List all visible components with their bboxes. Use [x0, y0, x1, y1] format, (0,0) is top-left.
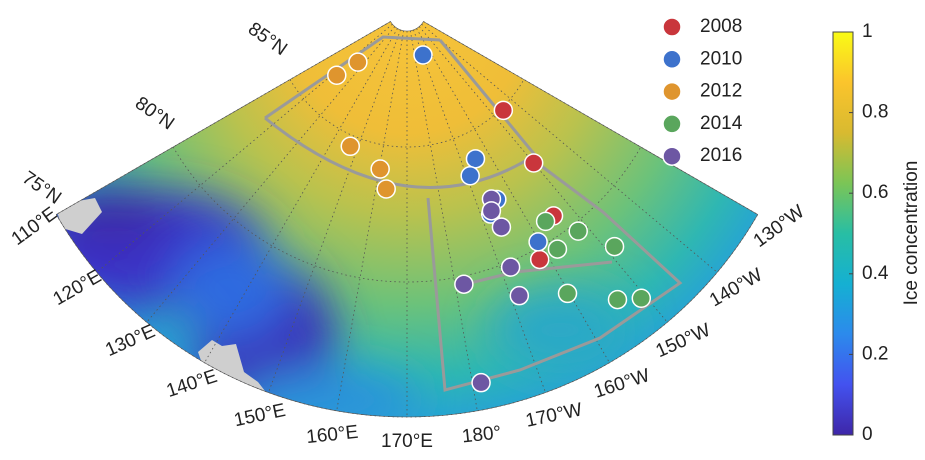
station	[547, 239, 568, 259]
station	[607, 289, 628, 310]
parallel	[289, 79, 525, 148]
legend-label: 2016	[700, 145, 742, 166]
colorbar-tick-label: 1	[862, 21, 873, 42]
station	[529, 249, 550, 270]
station	[528, 232, 548, 252]
legend-label: 2012	[700, 81, 742, 102]
station	[500, 257, 521, 277]
blob	[170, 240, 290, 340]
legend: 2008 2010 2012 2014 2016	[662, 16, 743, 166]
meridian	[268, 29, 401, 393]
colorbar-tick-label: 0.4	[862, 263, 889, 284]
box-outline	[426, 163, 683, 392]
colorbar-tick-label: 0.6	[862, 182, 888, 203]
meridian	[146, 26, 396, 323]
station	[413, 45, 433, 65]
station	[348, 52, 368, 72]
land	[198, 340, 272, 400]
longitude-label: 160°E	[305, 422, 359, 448]
meridian	[416, 28, 610, 363]
station	[491, 217, 512, 237]
box-outline	[264, 39, 538, 189]
station	[631, 288, 652, 308]
legend-marker	[662, 81, 682, 102]
colorbar-label: Ice concentration	[901, 161, 922, 306]
legend-marker	[662, 146, 682, 166]
ice-field	[56, 21, 758, 418]
meridian	[413, 29, 546, 393]
station	[493, 100, 514, 121]
meridian	[409, 30, 478, 411]
station	[454, 274, 474, 294]
station	[471, 372, 491, 393]
station	[568, 221, 588, 241]
station	[376, 179, 396, 199]
station	[340, 136, 361, 157]
station	[557, 283, 578, 304]
box-outline	[264, 35, 441, 120]
longitude-label: 130°W	[750, 201, 809, 252]
station	[535, 211, 556, 232]
longitude-label: 170°E	[381, 431, 433, 452]
colorbar-tick-label: 0.8	[862, 102, 888, 123]
legend-label: 2010	[700, 48, 742, 69]
meridian	[423, 21, 758, 215]
station	[460, 165, 480, 186]
longitude-label: 130°E	[102, 321, 158, 361]
meridian	[336, 30, 405, 411]
meridian	[418, 26, 668, 323]
longitude-label: 110°E	[8, 203, 61, 250]
meridian	[421, 23, 718, 273]
station	[465, 149, 486, 169]
station	[481, 201, 502, 221]
colorbar-tick-label: 0	[862, 424, 873, 445]
longitude-label: 180°	[461, 422, 502, 447]
station	[509, 285, 530, 306]
colorbar: 0 0.2 0.4 0.6 0.8 1 Ice concentration	[832, 21, 922, 445]
legend-label: 2008	[700, 16, 742, 37]
legend-label: 2014	[700, 113, 743, 134]
longitude-label: 160°W	[591, 365, 652, 403]
latitude-label: 85°N	[244, 18, 291, 60]
legend-marker	[662, 17, 682, 37]
latitude-label: 80°N	[131, 93, 178, 135]
station	[370, 159, 390, 179]
station	[523, 153, 544, 173]
latitude-label: 75°N	[18, 167, 65, 209]
longitude-label: 150°E	[232, 400, 287, 431]
longitude-label: 140°E	[164, 366, 220, 402]
blob	[490, 290, 630, 370]
longitude-label: 170°W	[524, 399, 584, 431]
meridian	[56, 21, 391, 215]
parallel	[55, 214, 759, 418]
colorbar-gradient	[832, 31, 854, 436]
stations	[327, 45, 652, 393]
meridian	[204, 28, 398, 363]
colorbar-tick-label: 0.2	[862, 343, 888, 364]
longitude-label: 120°E	[50, 266, 106, 310]
station	[604, 236, 625, 257]
legend-marker	[662, 114, 682, 134]
legend-marker	[662, 49, 682, 70]
station	[327, 65, 347, 85]
